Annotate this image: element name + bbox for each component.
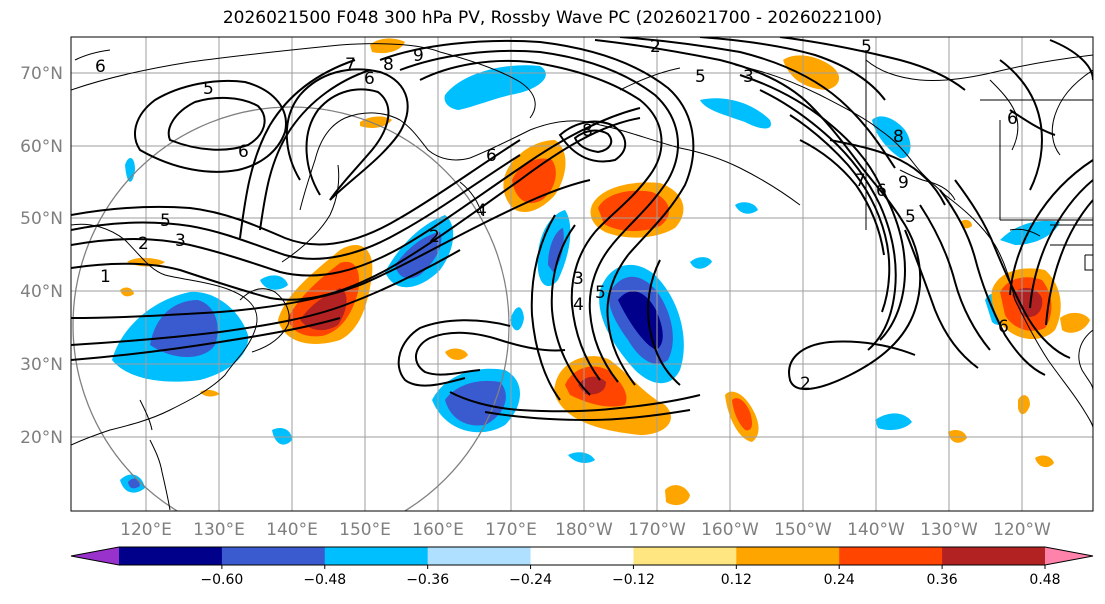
pv-contour-label: 3	[573, 269, 584, 289]
colorbar: −0.60 −0.48 −0.36 −0.24 −0.12 0.12 0.24 0.36 0.4…	[70, 546, 1094, 588]
coastlines	[71, 43, 1093, 511]
lat-tick-label: 70°N	[20, 64, 63, 84]
colorbar-segment	[839, 547, 943, 565]
pv-contour-label: 9	[413, 46, 424, 66]
pv-contour-label: 6	[876, 181, 887, 201]
lat-tick-label: 60°N	[20, 137, 63, 157]
colorbar-extend-low	[71, 547, 119, 565]
pv-contour-label: 3	[175, 231, 186, 251]
pv-contour-label: 5	[905, 207, 916, 227]
pv-contour-label: 2	[429, 227, 440, 247]
colorbar-tick-label: −0.24	[509, 572, 552, 588]
pv-contour-label: 6	[364, 69, 375, 89]
pv-contour-label: 5	[203, 79, 214, 99]
lon-tick-label: 150°E	[339, 520, 391, 540]
lon-tick-label: 160°W	[701, 520, 759, 540]
lon-tick-label: 140°W	[847, 520, 905, 540]
pv-contour-value-labels: 6 5 6 5 2 3 1 9 8 7 6 8 6 4 2 3 5 4 5 2 …	[95, 37, 1018, 394]
pv-contour-label: 7	[345, 55, 356, 75]
pv-contour-label: 2	[650, 37, 661, 57]
pv-contour-label: 5	[695, 67, 706, 87]
pv-contour-label: 2	[138, 234, 149, 254]
colorbar-tick-label: 0.48	[1029, 572, 1060, 588]
lon-tick-label: 180°W	[555, 520, 613, 540]
colorbar-segment	[427, 547, 532, 565]
pv-contour-label: 8	[383, 55, 394, 75]
longitude-axis-labels: 120°E 130°E 140°E 150°E 160°E 170°E 180°…	[120, 520, 1051, 540]
colorbar-segment	[736, 547, 840, 565]
colorbar-segment	[119, 547, 223, 565]
map-title: 2026021500 F048 300 hPa PV, Rossby Wave …	[222, 8, 883, 28]
colorbar-segment	[221, 547, 326, 565]
pv-contour-label: 3	[743, 67, 754, 87]
colorbar-tick-label: −0.36	[406, 572, 449, 588]
lon-tick-label: 140°E	[266, 520, 318, 540]
pv-contour-label: 6	[238, 142, 249, 162]
colorbar-segment	[530, 547, 634, 565]
lon-tick-label: 170°E	[485, 520, 537, 540]
lon-tick-label: 150°W	[774, 520, 832, 540]
pv-contour-label: 5	[160, 211, 171, 231]
pv-contour-label: 1	[100, 267, 111, 287]
map-frame	[70, 36, 1094, 512]
pv-contour-label: 4	[476, 201, 487, 221]
colorbar-segment	[324, 547, 429, 565]
pv-contour-label: 8	[893, 127, 904, 147]
pv-contour-label: 9	[898, 173, 909, 193]
colorbar-tick-label: 0.24	[824, 572, 855, 588]
lat-tick-label: 40°N	[20, 282, 63, 302]
pv-contour-label: 2	[800, 374, 811, 394]
pv-contours	[71, 37, 1093, 422]
colorbar-tick-label: −0.48	[303, 572, 346, 588]
pv-contour-label: 6	[998, 317, 1009, 337]
lon-tick-label: 130°W	[920, 520, 978, 540]
lat-tick-label: 20°N	[20, 428, 63, 448]
colorbar-extend-high	[1045, 547, 1093, 565]
colorbar-outline	[70, 546, 1094, 566]
colorbar-tick-label: −0.60	[200, 572, 243, 588]
pv-contour-label: 5	[861, 37, 872, 57]
colorbar-segment	[942, 547, 1046, 565]
pv-contour-label: 8	[582, 121, 593, 141]
colorbar-tick-label: 0.36	[927, 572, 958, 588]
lon-tick-label: 130°E	[193, 520, 245, 540]
colorbar-segment	[633, 547, 737, 565]
latitude-axis-labels: 70°N 60°N 50°N 40°N 30°N 20°N	[20, 64, 63, 448]
pv-contour-label: 4	[573, 295, 584, 315]
pv-contour-label: 6	[95, 57, 106, 77]
lon-tick-label: 170°W	[628, 520, 686, 540]
lon-tick-label: 160°E	[412, 520, 464, 540]
lat-tick-label: 30°N	[20, 355, 63, 375]
lon-tick-label: 120°E	[120, 520, 172, 540]
lon-tick-label: 120°W	[993, 520, 1051, 540]
pv-contour-label: 7	[855, 171, 866, 191]
colorbar-tick-label: −0.12	[612, 572, 655, 588]
pv-contour-label: 6	[486, 146, 497, 166]
lat-tick-label: 50°N	[20, 209, 63, 229]
pv-contour-label: 6	[1007, 109, 1018, 129]
colorbar-tick-label: 0.12	[721, 572, 752, 588]
pv-contour-label: 5	[595, 283, 606, 303]
